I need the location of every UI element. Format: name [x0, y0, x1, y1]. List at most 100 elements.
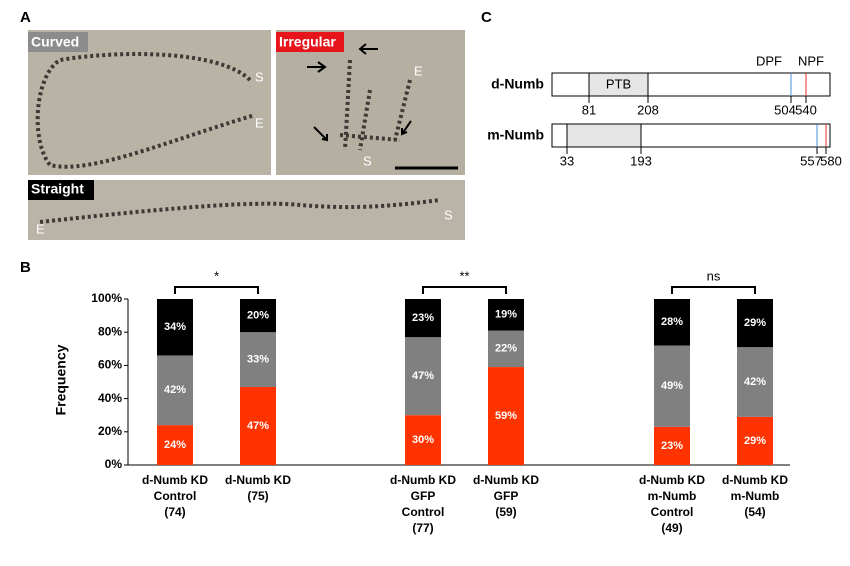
- bar-segment: [654, 345, 690, 427]
- badge: [276, 32, 344, 52]
- domain: [588, 72, 649, 97]
- y-tick-label: 80%: [98, 324, 122, 338]
- badge: [28, 32, 88, 52]
- significance-bracket: [174, 286, 259, 294]
- bar-segment: [157, 355, 193, 426]
- value-label: 33%: [247, 353, 269, 365]
- value-label: 42%: [164, 384, 186, 396]
- bar-segment: [240, 332, 276, 387]
- y-tick-label: 60%: [98, 358, 122, 372]
- dendrite: [339, 59, 412, 151]
- end-label: E: [255, 115, 264, 130]
- dendrite: [39, 198, 441, 224]
- protein-name: d-Numb: [491, 76, 544, 92]
- x-tick-label: d-Numb KD: [639, 473, 705, 487]
- position-label: 580: [820, 153, 842, 168]
- bar-segment: [737, 416, 773, 465]
- significance-label: **: [459, 268, 469, 283]
- panel-label: A: [20, 9, 31, 26]
- bar-segment: [654, 299, 690, 346]
- bar-segment: [157, 425, 193, 465]
- y-tick-label: 40%: [98, 391, 122, 405]
- value-label: 29%: [744, 317, 766, 329]
- bar-segment: [488, 330, 524, 368]
- x-tick-label: d-Numb KD: [225, 473, 291, 487]
- x-tick-label: GFP: [494, 489, 519, 503]
- start-label: S: [255, 69, 264, 84]
- position-label: 193: [630, 153, 652, 168]
- position-label: 33: [560, 153, 574, 168]
- arrows: [307, 43, 412, 142]
- value-label: 23%: [661, 440, 683, 452]
- x-tick-label: Control: [402, 505, 445, 519]
- start-label: S: [363, 153, 372, 168]
- bar-segment: [654, 426, 690, 465]
- dendrite: [35, 52, 256, 169]
- end-label: E: [36, 221, 45, 236]
- value-label: 29%: [744, 435, 766, 447]
- position-label: 540: [795, 102, 817, 117]
- significance-label: *: [214, 268, 219, 283]
- value-label: 42%: [744, 376, 766, 388]
- value-label: 47%: [412, 370, 434, 382]
- x-tick-label: d-Numb KD: [390, 473, 456, 487]
- bar-segment: [405, 337, 441, 416]
- curved-label: Curved: [31, 34, 79, 50]
- y-tick-label: 20%: [98, 424, 122, 438]
- bar-segment: [157, 299, 193, 356]
- motif-label: DPF: [756, 53, 782, 68]
- x-tick-label: (49): [661, 521, 682, 535]
- bar-segment: [737, 299, 773, 348]
- value-label: 24%: [164, 439, 186, 451]
- value-label: 59%: [495, 410, 517, 422]
- position-label: 504: [774, 102, 796, 117]
- x-tick-label: (77): [412, 521, 433, 535]
- badge: [28, 180, 94, 200]
- value-label: 20%: [247, 310, 269, 322]
- value-label: 28%: [661, 316, 683, 328]
- straight-label: Straight: [31, 181, 84, 197]
- x-tick-label: m-Numb: [731, 489, 780, 503]
- x-tick-label: Control: [651, 505, 694, 519]
- domain-label: PTB: [606, 76, 631, 91]
- value-label: 19%: [495, 309, 517, 321]
- significance-bracket: [671, 286, 756, 294]
- value-label: 34%: [164, 321, 186, 333]
- x-tick-label: m-Numb: [648, 489, 697, 503]
- y-tick-label: 0%: [105, 457, 123, 471]
- bar-segment: [405, 415, 441, 465]
- bar-segment: [488, 367, 524, 465]
- protein-name: m-Numb: [487, 127, 544, 143]
- position-label: 557: [800, 153, 822, 168]
- panel-label: B: [20, 259, 31, 276]
- significance-bracket: [422, 286, 507, 294]
- x-tick-label: (59): [495, 505, 516, 519]
- bar-segment: [405, 299, 441, 338]
- irregular-label: Irregular: [279, 34, 336, 50]
- x-tick-label: Control: [154, 489, 197, 503]
- x-tick-label: (74): [164, 505, 185, 519]
- x-tick-label: (54): [744, 505, 765, 519]
- bar-segment: [737, 347, 773, 417]
- position-label: 81: [582, 102, 596, 117]
- motif-label: NPF: [798, 53, 824, 68]
- value-label: 22%: [495, 343, 517, 355]
- value-label: 47%: [247, 420, 269, 432]
- panel-label: C: [481, 9, 492, 26]
- value-label: 49%: [661, 380, 683, 392]
- bar-segment: [240, 386, 276, 465]
- end-label: E: [414, 63, 423, 78]
- significance-label: ns: [707, 268, 721, 283]
- x-tick-label: d-Numb KD: [473, 473, 539, 487]
- position-label: 208: [637, 102, 659, 117]
- value-label: 23%: [412, 312, 434, 324]
- y-axis-title: Frequency: [53, 344, 69, 415]
- domain: [566, 123, 642, 148]
- micrograph: [276, 30, 465, 175]
- bar-segment: [488, 299, 524, 331]
- x-tick-label: GFP: [411, 489, 436, 503]
- start-label: S: [444, 207, 453, 222]
- micrograph: [28, 180, 465, 240]
- value-label: 30%: [412, 434, 434, 446]
